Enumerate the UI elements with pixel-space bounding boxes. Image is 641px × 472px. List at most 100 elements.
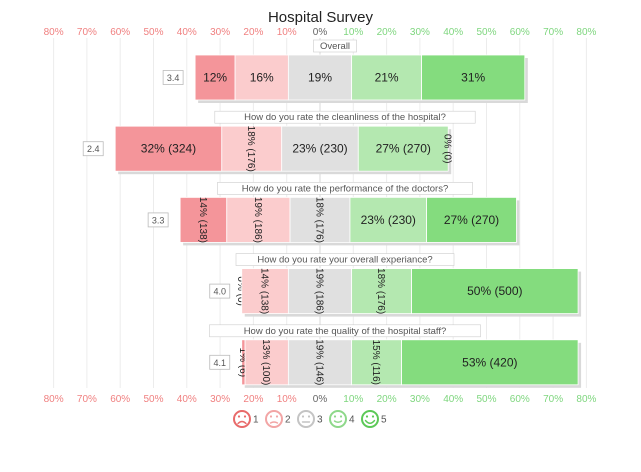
data-label: 27% (270) <box>444 213 499 227</box>
x-tick-label: 10% <box>277 27 297 38</box>
question-label: How do you rate the performance of the d… <box>242 183 448 194</box>
x-tick-label: 60% <box>110 27 130 38</box>
data-label: 13% (100) <box>260 339 271 385</box>
x-tick-label: 50% <box>143 394 163 405</box>
x-tick-label: 0% <box>313 394 328 405</box>
x-tick-label: 30% <box>410 394 430 405</box>
x-tick-label: 20% <box>243 394 263 405</box>
x-tick-label: 30% <box>410 27 430 38</box>
bar-segment <box>179 196 228 243</box>
mean-value: 3.4 <box>167 73 180 83</box>
mean-box <box>209 283 231 299</box>
bar-segment <box>244 339 289 386</box>
data-label: 32% (324) <box>141 142 196 156</box>
x-tick-label: 20% <box>377 394 397 405</box>
x-tick-label: 30% <box>210 394 230 405</box>
x-tick-label: 70% <box>543 394 563 405</box>
x-tick-label: 30% <box>210 27 230 38</box>
data-label: 14% (138) <box>197 197 208 243</box>
bar-segment <box>287 54 353 101</box>
chart-title: Hospital Survey <box>268 9 374 26</box>
bar-segment <box>281 125 359 172</box>
data-label: 19% (146) <box>314 339 325 385</box>
bar-segment <box>194 54 236 101</box>
x-tick-label: 0% <box>313 27 328 38</box>
question-label-box <box>214 110 476 124</box>
x-tick-label: 60% <box>110 394 130 405</box>
bar-segment <box>234 54 289 101</box>
bar-segment <box>241 268 289 315</box>
mean-box <box>209 354 231 370</box>
x-tick-label: 70% <box>543 27 563 38</box>
x-tick-label: 80% <box>576 394 596 405</box>
survey-rows: 12% 16% 19% 21% 31% Overall 3.4 32% (324) 18% (1… <box>82 39 582 388</box>
data-label: 1% (6) <box>237 348 248 377</box>
bar-segment <box>401 339 579 386</box>
data-label: 27% (270) <box>376 142 431 156</box>
happy-face-icon <box>361 410 379 428</box>
x-axis-top: 80% 70% 60% 50% 40% 30% 20% 10% 0% 10% 20% 30% 40% 50… <box>44 27 597 38</box>
bar-segment <box>226 196 291 243</box>
x-tick-label: 10% <box>343 27 363 38</box>
data-label: 21% <box>375 71 399 85</box>
x-axis-bottom: 80% 70% 60% 50% 40% 30% 20% 10% 0% 10% 20% 30% 40% 50… <box>44 394 597 405</box>
x-tick-label: 70% <box>77 394 97 405</box>
bar-segment <box>421 54 526 101</box>
mean-value: 4.1 <box>213 358 226 368</box>
x-tick-label: 50% <box>476 27 496 38</box>
question-label-box <box>217 182 473 195</box>
data-label: 15% (116) <box>370 340 381 385</box>
mean-value: 3.3 <box>152 215 165 225</box>
x-tick-label: 60% <box>510 27 530 38</box>
x-tick-label: 40% <box>177 394 197 405</box>
bar-segment <box>357 125 449 172</box>
mean-value: 4.0 <box>213 287 226 297</box>
question-label-box <box>209 324 481 338</box>
x-tick-label: 40% <box>177 27 197 38</box>
bar-segment <box>351 268 412 315</box>
x-tick-label: 60% <box>510 394 530 405</box>
data-label: 0% (0) <box>442 134 453 163</box>
data-label: 19% (186) <box>314 268 325 314</box>
bar-segment <box>287 268 353 315</box>
mean-value: 2.4 <box>87 144 100 154</box>
legend-label: 5 <box>381 415 387 426</box>
survey-row: 0% (0) 14% (138) 19% (186) 18% (176) 50% (50… <box>209 253 582 317</box>
question-label-box <box>235 253 455 266</box>
question-label: How do you rate the cleanliness of the h… <box>244 112 446 123</box>
x-tick-label: 50% <box>143 27 163 38</box>
x-tick-label: 50% <box>476 394 496 405</box>
x-tick-label: 80% <box>44 27 64 38</box>
unhappy-face-icon <box>265 410 283 428</box>
x-tick-label: 10% <box>277 394 297 405</box>
neutral-face-icon <box>297 410 315 428</box>
x-tick-label: 20% <box>377 27 397 38</box>
data-label: 18% (176) <box>314 197 325 243</box>
bar-segment <box>411 268 579 315</box>
mean-box <box>147 212 169 228</box>
question-label: How do you rate your overall experiance? <box>257 255 432 266</box>
data-label: 14% (138) <box>259 268 270 314</box>
x-tick-label: 40% <box>443 394 463 405</box>
x-tick-label: 70% <box>77 27 97 38</box>
content-face-icon <box>329 410 347 428</box>
mean-box <box>162 70 184 85</box>
question-label: Overall <box>320 41 350 52</box>
data-label: 16% <box>250 71 274 85</box>
bar-segment <box>114 125 223 172</box>
data-label: 0% (0) <box>235 276 246 305</box>
legend-label: 1 <box>253 415 259 426</box>
survey-row: 32% (324) 18% (176) 23% (230) 27% (270) 0% (… <box>82 110 476 175</box>
data-label: 23% (230) <box>292 142 347 156</box>
bar-segment <box>287 339 353 386</box>
data-label: 18% (176) <box>375 268 386 314</box>
legend: 1 2 3 4 5 <box>233 410 387 428</box>
question-label-box <box>313 39 357 53</box>
mean-box <box>82 141 104 157</box>
data-label: 53% (420) <box>462 355 517 369</box>
data-label: 18% (176) <box>245 126 256 172</box>
x-tick-label: 20% <box>243 27 263 38</box>
data-label: 19% (186) <box>252 197 263 243</box>
x-tick-label: 80% <box>44 394 64 405</box>
